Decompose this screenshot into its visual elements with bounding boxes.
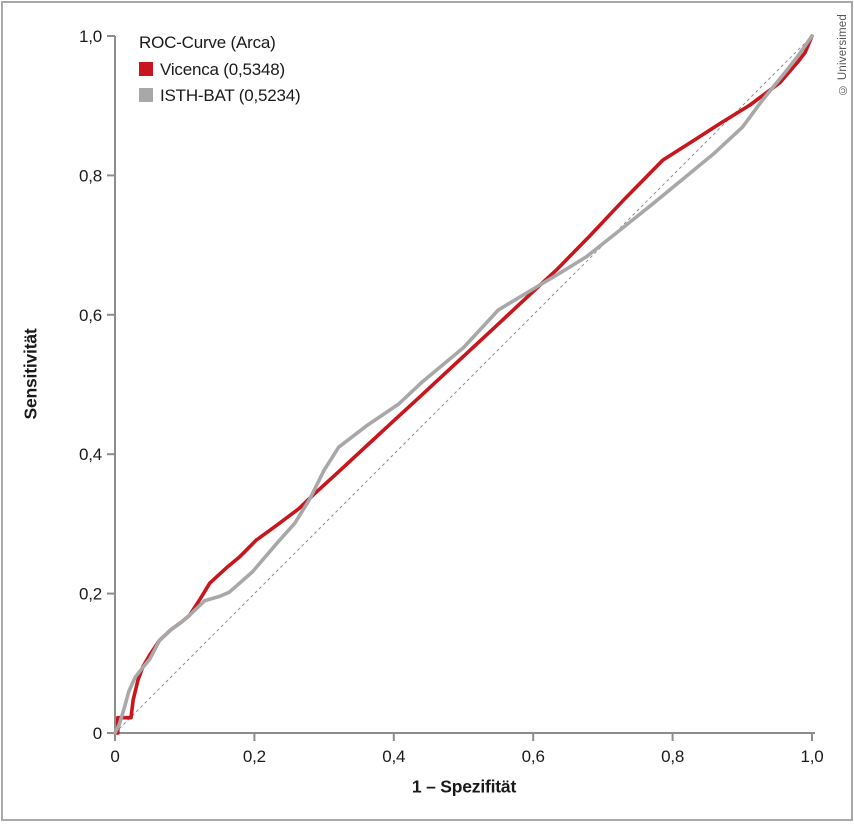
x-axis-tick-label: 0,4 <box>382 747 405 766</box>
roc-curve-isth-bat <box>113 34 814 735</box>
legend-item-isth-bat: ISTH-BAT (0,5234) <box>139 82 301 108</box>
y-axis-tick-label: 0,2 <box>79 585 102 604</box>
x-axis-tick-label: 0,6 <box>522 747 545 766</box>
isth-bat-color-swatch <box>139 88 153 102</box>
x-axis-tick-label: 0,2 <box>243 747 266 766</box>
legend: ROC-Curve (Arca) Vicenca (0,5348) ISTH-B… <box>139 30 301 108</box>
legend-title: ROC-Curve (Arca) <box>139 33 276 52</box>
x-axis-title: 1 – Spezifität <box>411 776 517 797</box>
legend-item-vicenca: Vicenca (0,5348) <box>139 56 301 82</box>
legend-item-isth-bat-label: ISTH-BAT (0,5234) <box>160 85 301 105</box>
y-axis-tick-label: 0 <box>93 724 102 743</box>
x-axis-tick-label: 1,0 <box>800 747 823 766</box>
y-axis-tick-label: 0,8 <box>79 166 102 185</box>
copyright-credit: © Universimed <box>837 14 849 96</box>
vicenca-color-swatch <box>139 62 153 76</box>
legend-item-vicenca-label: Vicenca (0,5348) <box>160 59 286 79</box>
diagonal-chance-line <box>114 35 813 734</box>
y-axis-tick-label: 1,0 <box>79 27 102 46</box>
y-axis-tick-label: 0,4 <box>79 445 102 464</box>
x-axis-tick-label: 0,8 <box>661 747 684 766</box>
y-axis-title: Sensitivität <box>20 328 41 420</box>
x-axis-tick-label: 0 <box>110 747 119 766</box>
y-axis-tick-label: 0,6 <box>79 306 102 325</box>
